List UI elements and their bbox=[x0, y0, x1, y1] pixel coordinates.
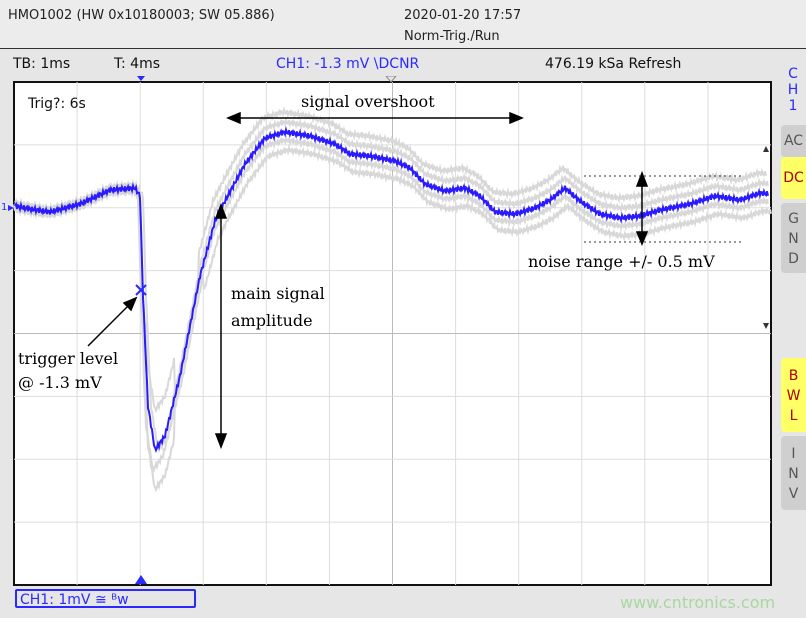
dc-button[interactable]: DC bbox=[781, 157, 806, 199]
trigger-time[interactable]: T: 4ms bbox=[114, 56, 161, 72]
label: W bbox=[786, 388, 801, 404]
label: I bbox=[791, 446, 796, 462]
ac-button[interactable]: AC bbox=[781, 125, 806, 157]
trigger-status: Trig?: 6s bbox=[27, 96, 86, 112]
channel-trigger[interactable]: CH1: -1.3 mV \DCNR bbox=[276, 56, 420, 72]
label: G bbox=[788, 211, 799, 227]
annotation-arrows bbox=[87, 111, 649, 450]
ch-letter: C bbox=[788, 66, 798, 82]
persistence-trace bbox=[12, 105, 767, 473]
watermark: www.cntronics.com bbox=[620, 593, 776, 612]
amplitude-label-2: amplitude bbox=[231, 311, 313, 330]
overshoot-label: signal overshoot bbox=[301, 92, 435, 111]
device-info: HMO1002 (HW 0x10180003; SW 05.886) bbox=[8, 8, 275, 23]
ch-letter: 1 bbox=[788, 98, 798, 114]
label: L bbox=[789, 408, 798, 424]
noise-label: noise range +/- 0.5 mV bbox=[528, 252, 715, 271]
waveform-display[interactable]: 1 Trig?: 6s signal overshoot noise range… bbox=[0, 76, 806, 592]
acquisition-mode: Norm-Trig./Run bbox=[404, 29, 500, 44]
noise-range-lines bbox=[584, 175, 744, 243]
label: N bbox=[788, 466, 799, 482]
ch1-marker-label: 1 bbox=[1, 202, 7, 213]
trigger-label-1: trigger level bbox=[18, 349, 118, 368]
label: V bbox=[788, 486, 799, 502]
label: B bbox=[788, 368, 799, 384]
trigger-position-marker-top[interactable] bbox=[137, 76, 145, 81]
ch1-offset-marker[interactable] bbox=[8, 205, 14, 211]
scroll-up-icon[interactable] bbox=[763, 146, 769, 152]
center-marker bbox=[385, 76, 397, 83]
label: N bbox=[788, 231, 799, 247]
label: D bbox=[788, 251, 799, 267]
ch-letter: H bbox=[787, 82, 799, 98]
trigger-label-2: @ -1.3 mV bbox=[18, 373, 102, 392]
trigger-position-marker-bottom[interactable] bbox=[135, 575, 147, 584]
amplitude-label-1: main signal bbox=[231, 284, 325, 303]
datetime: 2020-01-20 17:57 bbox=[404, 8, 522, 23]
trigger-point-icon bbox=[135, 284, 147, 296]
title-bar: HMO1002 (HW 0x10180003; SW 05.886) 2020-… bbox=[0, 0, 806, 49]
channel-scale[interactable]: CH1: 1mV ≅ ᴮᴡ bbox=[15, 589, 196, 608]
sample-rate: 476.19 kSa Refresh bbox=[545, 56, 682, 72]
timebase[interactable]: TB: 1ms bbox=[13, 56, 71, 72]
scroll-down-icon[interactable] bbox=[763, 323, 769, 329]
